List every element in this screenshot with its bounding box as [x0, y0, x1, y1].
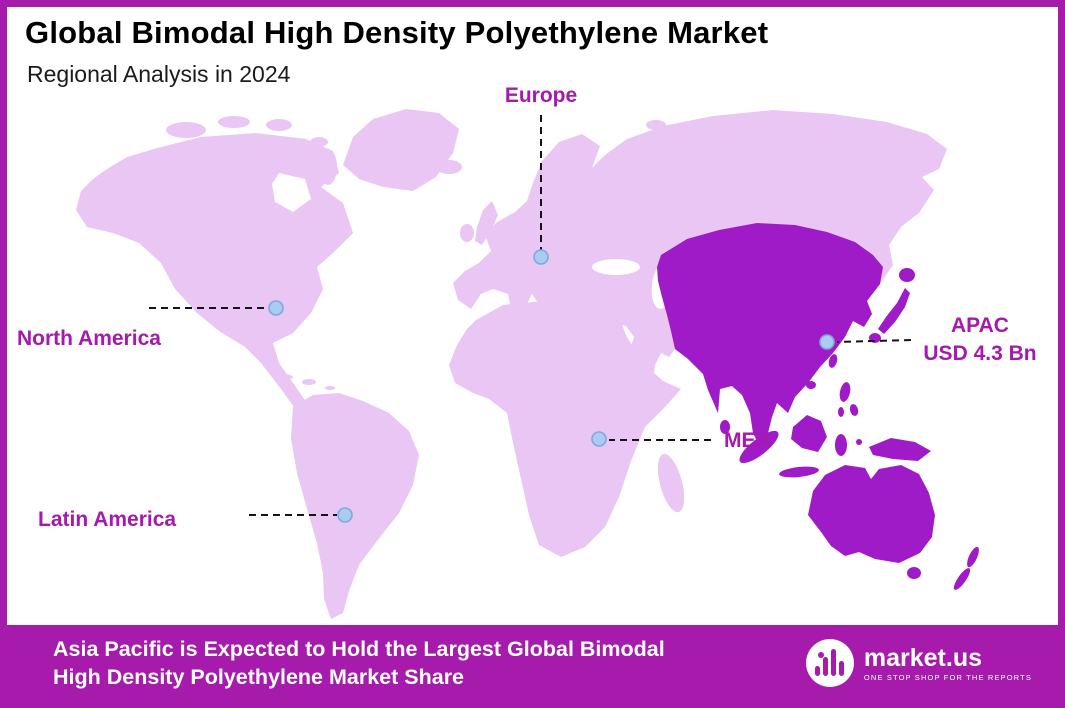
footer-banner: Asia Pacific is Expected to Hold the Lar…: [7, 625, 1058, 701]
iceland-region: [436, 160, 462, 174]
taiwan-region: [828, 354, 838, 368]
logo-bar: [839, 661, 845, 676]
madagascar-region: [657, 453, 685, 513]
mea-marker: [591, 431, 607, 447]
black-sea: [592, 259, 640, 275]
hainan-region: [806, 381, 816, 389]
world-map: [76, 109, 979, 619]
footer-annotation: Asia Pacific is Expected to Hold the Lar…: [53, 635, 665, 691]
label-latin-america: Latin America: [38, 508, 177, 531]
footer-annotation-line1: Asia Pacific is Expected to Hold the Lar…: [53, 637, 665, 661]
north-america-marker: [268, 300, 284, 316]
page-subtitle: Regional Analysis in 2024: [27, 61, 291, 87]
europe-marker: [533, 249, 549, 265]
footer-annotation-line2: High Density Polyethylene Market Share: [53, 665, 465, 689]
logo-name: market.us: [863, 643, 983, 672]
new-zealand-region: [953, 546, 979, 590]
label-mea: MEA: [724, 429, 771, 452]
logo-dot: [817, 652, 824, 658]
apac-region: [657, 223, 883, 447]
britain-region: [475, 201, 498, 245]
australia-region: [808, 465, 935, 563]
hudson-bay: [272, 173, 311, 212]
label-north-america: North America: [17, 327, 161, 350]
logo-bar: [815, 666, 821, 676]
philippines-region: [838, 382, 859, 417]
label-apac-region: APAC: [951, 314, 1009, 337]
arctic-islands-region: [166, 116, 337, 185]
north-america-region: [76, 133, 353, 421]
south-america-region: [291, 393, 419, 619]
ireland-region: [460, 224, 474, 242]
logo-bar: [831, 649, 837, 676]
page-title: Global Bimodal High Density Polyethylene…: [25, 15, 769, 50]
tasmania-region: [907, 567, 921, 579]
africa-region: [449, 301, 681, 557]
apac-leader-line: [836, 339, 912, 343]
label-apac: APAC USD 4.3 Bn: [905, 312, 1055, 368]
greenland-region: [343, 109, 459, 191]
label-apac-value: USD 4.3 Bn: [923, 342, 1037, 365]
label-europe: Europe: [504, 84, 578, 107]
svalbard-islands-region: [646, 120, 689, 137]
latin-america-marker: [337, 507, 353, 523]
indonesia-region: [739, 415, 931, 478]
marketus-logo: market.us ONE STOP SHOP FOR THE REPORTS: [805, 639, 1032, 687]
highlighted-regions: [657, 223, 979, 590]
apac-marker: [819, 334, 835, 350]
leader-lines: [149, 115, 912, 516]
logo-bar: [823, 657, 829, 676]
logo-tagline: ONE STOP SHOP FOR THE REPORTS: [863, 672, 1032, 682]
marketus-logo-icon: [805, 639, 854, 687]
sri-lanka-region: [720, 420, 730, 434]
marketus-logo-text: market.us ONE STOP SHOP FOR THE REPORTS: [864, 645, 1032, 682]
caribbean-islands-region: [273, 374, 335, 390]
map-markers: [268, 249, 835, 523]
